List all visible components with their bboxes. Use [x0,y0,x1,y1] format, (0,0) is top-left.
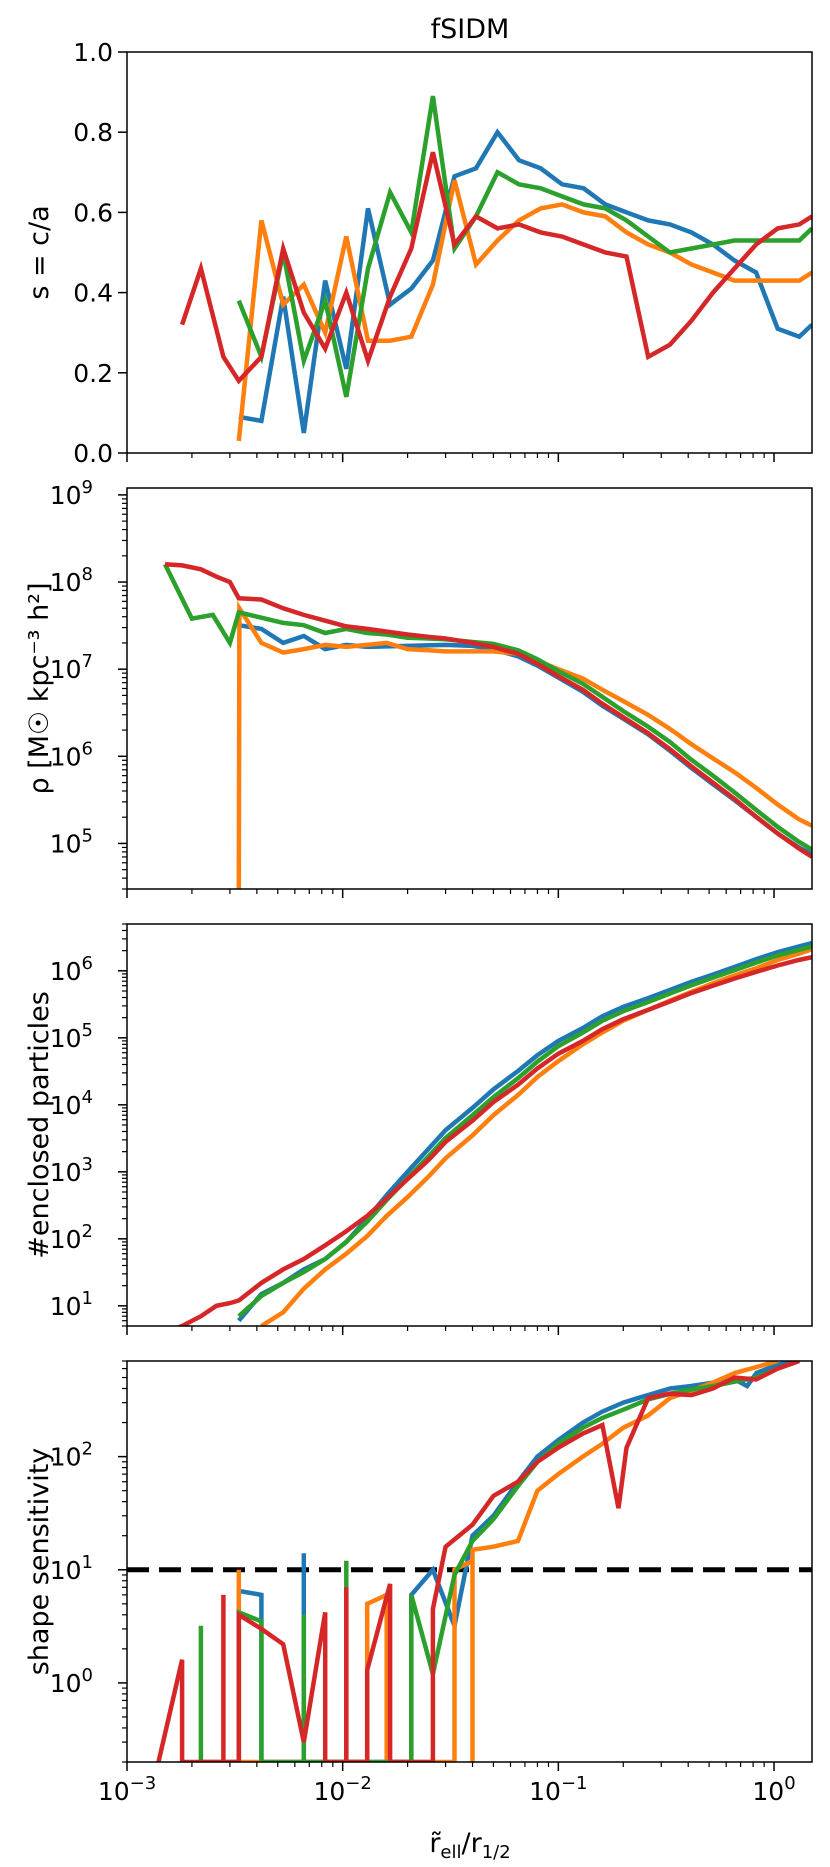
y-tick-label: 102 [50,1221,93,1254]
panel-2: 105 106 107 108 109 ρ [M☉ kpc⁻³ h²] [24,477,813,898]
y-tick-label: 100 [50,1665,93,1698]
y-tick-label: 102 [50,1439,93,1472]
series-line-4 [175,954,812,1326]
y-tick-label: 0.8 [73,118,113,147]
series-line-3 [237,944,812,1318]
series-line-3 [198,1361,800,1762]
series-line-4 [179,151,812,385]
y-tick-label: 0.0 [73,439,113,468]
y-tick-label: 107 [50,651,93,684]
series-line-3 [236,95,812,398]
series-line-3 [162,563,812,852]
plot-frame [126,487,813,890]
x-tick-label: 10−2 [313,1773,371,1806]
y-tick-label: 106 [50,738,93,771]
x-tick-label: 10−3 [98,1773,156,1806]
y-tick-label: 0.2 [73,359,113,388]
y-tick-label: 0.6 [73,198,113,227]
series-line-4 [156,1361,801,1762]
series-line-4 [164,561,812,859]
svg-text:r̃ell/r1/2: r̃ell/r1/2 [429,1828,510,1863]
y-axis-label: shape sensitivity [24,1448,55,1676]
series-line-2 [260,947,812,1326]
x-tick-label: 100 [752,1773,795,1806]
plot-frame [126,1360,813,1763]
x-tick-label: 10−1 [529,1773,587,1806]
y-tick-label: 106 [50,953,93,986]
series-line-1 [238,128,812,434]
panel-1: 0.0 0.2 0.4 0.6 0.8 1.0 s = c/a [24,38,813,468]
y-axis-label: s = c/a [24,205,55,299]
y-tick-label: 105 [50,1020,93,1053]
y-tick-label: 1.0 [73,38,113,67]
x-axis-label: r̃ell/r1/2 [429,1828,510,1863]
y-tick-label: 108 [50,564,93,597]
series-line-2 [236,1361,779,1762]
y-axis-label: #enclosed particles [24,991,55,1259]
y-axis-label: ρ [M☉ kpc⁻³ h²] [24,582,55,794]
y-tick-label: 103 [50,1154,93,1187]
panel-3: 101 102 103 104 105 106 #enclosed particles [24,923,813,1335]
y-tick-label: 101 [50,1288,93,1321]
y-tick-label: 109 [50,477,93,510]
series-line-1 [237,940,812,1323]
y-tick-label: 101 [50,1552,93,1585]
y-tick-label: 105 [50,825,93,858]
figure-title: fSIDM [431,14,510,45]
y-tick-label: 0.4 [73,279,113,308]
plot-frame [126,51,813,454]
y-tick-label: 104 [50,1087,93,1120]
series-line-1 [236,1361,799,1762]
series-line-2 [236,179,812,442]
